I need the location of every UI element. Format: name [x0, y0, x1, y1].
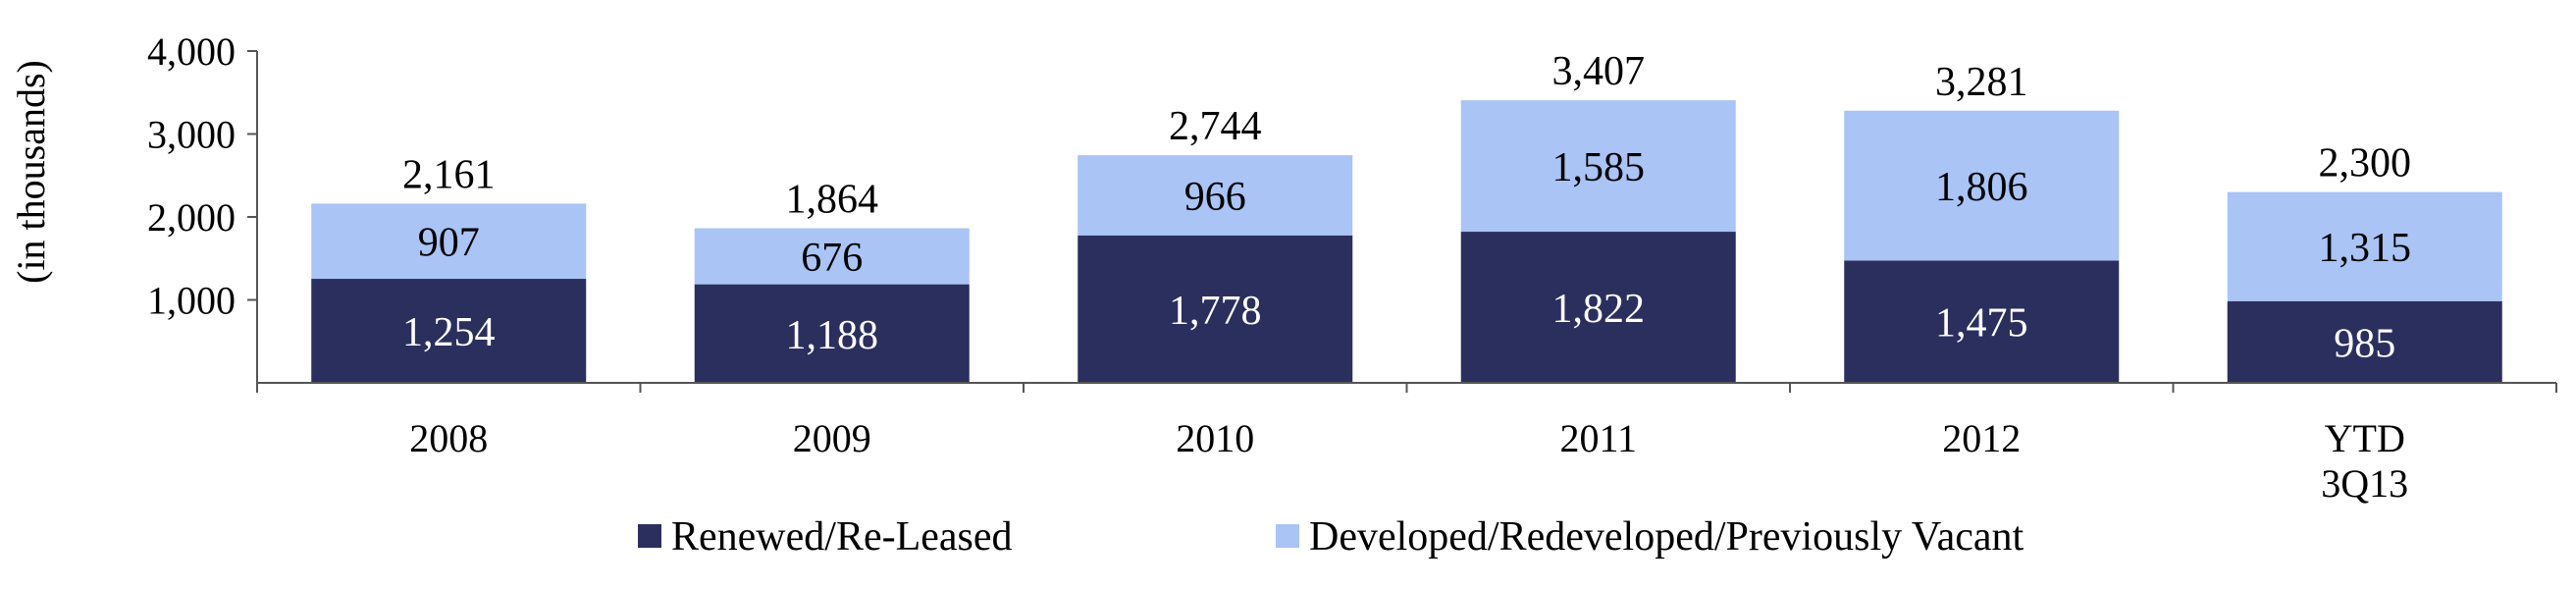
bar-segment-label: 1,188 [786, 313, 879, 358]
legend: Renewed/Re-Leased Developed/Redeveloped/P… [638, 514, 2024, 560]
x-category-label: YTD 3Q13 [2321, 416, 2408, 506]
bar-segment-developed [1460, 100, 1736, 233]
bar-segment-renewed [311, 279, 587, 383]
bar-segment-renewed [1078, 235, 1353, 383]
bar-total-label: 3,281 [1935, 60, 2028, 105]
legend-swatch [638, 524, 661, 548]
bar-segment-developed [311, 203, 587, 280]
bar-segment-developed [1078, 155, 1353, 236]
y-axis-title: (in thousands) [9, 60, 53, 284]
bar-total-label: 3,407 [1552, 49, 1646, 94]
bar-segment-label: 907 [418, 221, 480, 266]
y-tick-label: 1,000 [147, 279, 236, 323]
bar-total-label: 2,744 [1169, 104, 1262, 149]
bar-segment-renewed [1460, 232, 1736, 383]
bar-segment-label: 1,806 [1935, 165, 2028, 210]
bar-segment-label: 676 [801, 236, 863, 281]
bar-segment-label: 966 [1184, 175, 1246, 220]
bar-segment-label: 1,778 [1169, 289, 1262, 334]
bar-segment-renewed [694, 284, 970, 383]
bar-segment-label: 1,822 [1552, 287, 1646, 332]
x-category-label: 2009 [793, 416, 871, 460]
bar-segment-developed [694, 228, 970, 285]
x-axis: 2008 2009 2010 2011 2012 YTD 3Q13 [256, 382, 2557, 506]
y-tick-label: 2,000 [147, 195, 236, 240]
legend-label: Developed/Redeveloped/Previously Vacant [1309, 514, 2024, 560]
x-category-label: 2011 [1559, 416, 1637, 460]
bar-segment-label: 1,475 [1935, 301, 2028, 347]
bar-segment-label: 1,315 [2319, 226, 2412, 271]
y-tick-label: 4,000 [147, 29, 236, 74]
bar-segment-renewed [1844, 260, 2120, 383]
bar-segment-label: 985 [2334, 321, 2395, 366]
bar-segment-developed [2227, 191, 2502, 301]
legend-label: Renewed/Re-Leased [671, 514, 1013, 560]
x-category-label: 2008 [409, 416, 488, 460]
bar-segment-label: 1,254 [402, 310, 496, 355]
bar-segment-renewed [2227, 300, 2502, 383]
bar-segment-developed [1844, 110, 2120, 261]
bar-segment-label: 1,585 [1552, 145, 1646, 190]
y-axis: 1,000 2,000 3,000 4,000 [147, 29, 258, 383]
bar-total-label: 2,300 [2319, 141, 2412, 187]
bar-total-label: 1,864 [786, 177, 879, 222]
x-category-label: 2010 [1176, 416, 1254, 460]
y-tick-label: 3,000 [147, 113, 236, 157]
x-category-label: 2012 [1942, 416, 2021, 460]
legend-swatch [1276, 524, 1299, 548]
bar-total-label: 2,161 [402, 152, 496, 197]
bars: 1,254 907 2,161 1,188 676 1,864 1,778 966 2,744 1… [311, 49, 2502, 383]
